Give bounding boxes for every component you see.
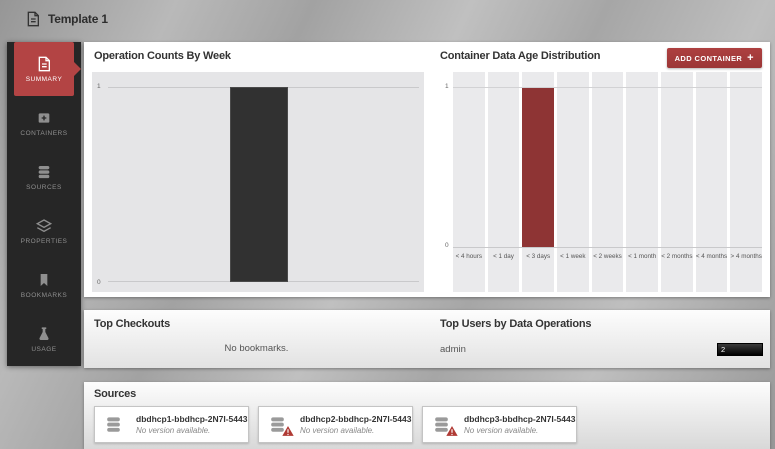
source-card[interactable]: dbdhcp2-bbdhcp-2N7I-5443… No version ava… <box>258 406 413 443</box>
age-column: > 4 months <box>730 72 763 292</box>
age-distribution-title: Container Data Age Distribution <box>440 50 601 62</box>
x-axis-label: < 1 day <box>493 253 514 260</box>
top-users-title: Top Users by Data Operations <box>440 318 592 330</box>
age-column: < 1 month <box>626 72 659 292</box>
x-axis-label: < 4 hours <box>455 253 483 260</box>
source-status: No version available. <box>464 426 539 435</box>
user-operations-bar: 2 <box>717 343 763 356</box>
sidebar-item-containers[interactable]: CONTAINERS <box>7 96 81 150</box>
x-axis-label: < 3 days <box>526 253 551 260</box>
source-status: No version available. <box>136 426 211 435</box>
sidebar-item-sources[interactable]: SOURCES <box>7 150 81 204</box>
x-axis-label: < 1 week <box>560 253 586 260</box>
age-column: < 4 hours <box>453 72 485 292</box>
layers-icon <box>36 218 52 234</box>
age-columns: < 4 hours < 1 day < 3 days < 1 week < 2 … <box>453 72 763 292</box>
y-axis-tick-min: 0 <box>445 242 449 249</box>
warning-icon <box>281 424 295 438</box>
age-column: < 1 week <box>557 72 589 292</box>
source-name: dbdhcp1-bbdhcp-2N7I-5443… <box>136 414 248 424</box>
gridline-top <box>453 87 762 88</box>
y-axis-tick-min: 0 <box>97 279 101 286</box>
plus-icon: + <box>747 51 754 64</box>
x-axis-label: < 2 weeks <box>593 253 622 260</box>
flask-icon <box>36 326 52 342</box>
source-card-text: dbdhcp2-bbdhcp-2N7I-5443… No version ava… <box>300 414 412 435</box>
age-column: < 3 days <box>522 72 555 292</box>
page-title: Template 1 <box>48 12 108 26</box>
x-axis-label: < 4 months <box>695 253 728 260</box>
sources-panel: Sources dbdhcp1-bbdhcp-2N7I-5443… No ver… <box>84 382 770 449</box>
x-axis-label: < 1 month <box>628 253 657 260</box>
sources-title: Sources <box>94 388 137 400</box>
sidebar: SUMMARY CONTAINERS SOURCES PROPERTIES BO… <box>7 42 81 366</box>
age-bar <box>522 87 555 247</box>
database-icon <box>104 415 123 434</box>
document-icon <box>36 56 52 72</box>
sidebar-item-summary[interactable]: SUMMARY <box>14 42 81 96</box>
sidebar-item-usage[interactable]: USAGE <box>7 312 81 366</box>
sidebar-item-label: SOURCES <box>26 183 62 191</box>
age-column: < 4 months <box>695 72 728 292</box>
add-container-label: ADD CONTAINER <box>674 53 743 63</box>
source-card[interactable]: dbdhcp3-bbdhcp-2N7I-5443… No version ava… <box>422 406 577 443</box>
template-icon <box>25 11 41 27</box>
sidebar-item-label: USAGE <box>31 345 57 353</box>
age-column: < 1 day <box>487 72 520 292</box>
x-axis-label: > 4 months <box>730 253 762 260</box>
summary-charts-panel: Operation Counts By Week 1 0 Container D… <box>84 42 770 297</box>
source-name: dbdhcp2-bbdhcp-2N7I-5443… <box>300 414 412 424</box>
sidebar-item-label: SUMMARY <box>25 75 63 83</box>
source-card[interactable]: dbdhcp1-bbdhcp-2N7I-5443… No version ava… <box>94 406 249 443</box>
gridline-bottom <box>453 247 762 248</box>
user-name: admin <box>440 344 466 355</box>
no-bookmarks-message: No bookmarks. <box>224 343 289 354</box>
bookmark-icon <box>36 272 52 288</box>
y-axis-tick-max: 1 <box>445 83 449 90</box>
age-distribution-plot: 1 0 < 4 hours < 1 day < 3 days < 1 week … <box>440 72 763 292</box>
operation-count-bar <box>230 87 288 282</box>
operation-counts-title: Operation Counts By Week <box>94 50 231 62</box>
source-status: No version available. <box>300 426 375 435</box>
database-icon <box>432 415 451 434</box>
containers-icon <box>36 110 52 126</box>
warning-icon <box>445 424 459 438</box>
operation-counts-plot: 1 0 <box>92 72 424 292</box>
age-column: < 2 months <box>661 72 693 292</box>
top-bar: Template 1 <box>0 0 775 38</box>
age-column: < 2 weeks <box>591 72 624 292</box>
add-container-button[interactable]: ADD CONTAINER + <box>666 48 762 68</box>
sidebar-item-bookmarks[interactable]: BOOKMARKS <box>7 258 81 312</box>
y-axis-tick-max: 1 <box>97 83 101 90</box>
source-name: dbdhcp3-bbdhcp-2N7I-5443… <box>464 414 576 424</box>
sidebar-item-label: CONTAINERS <box>20 129 68 137</box>
sidebar-item-label: PROPERTIES <box>20 237 68 245</box>
source-card-text: dbdhcp1-bbdhcp-2N7I-5443… No version ava… <box>136 414 248 435</box>
source-card-text: dbdhcp3-bbdhcp-2N7I-5443… No version ava… <box>464 414 576 435</box>
sidebar-item-properties[interactable]: PROPERTIES <box>7 204 81 258</box>
database-icon <box>268 415 287 434</box>
x-axis-label: < 2 months <box>661 253 693 260</box>
stats-panel: Top Checkouts No bookmarks. Top Users by… <box>84 310 770 368</box>
top-checkouts-title: Top Checkouts <box>94 318 171 330</box>
database-icon <box>36 164 52 180</box>
source-cards: dbdhcp1-bbdhcp-2N7I-5443… No version ava… <box>94 406 577 443</box>
sidebar-item-label: BOOKMARKS <box>20 291 68 299</box>
